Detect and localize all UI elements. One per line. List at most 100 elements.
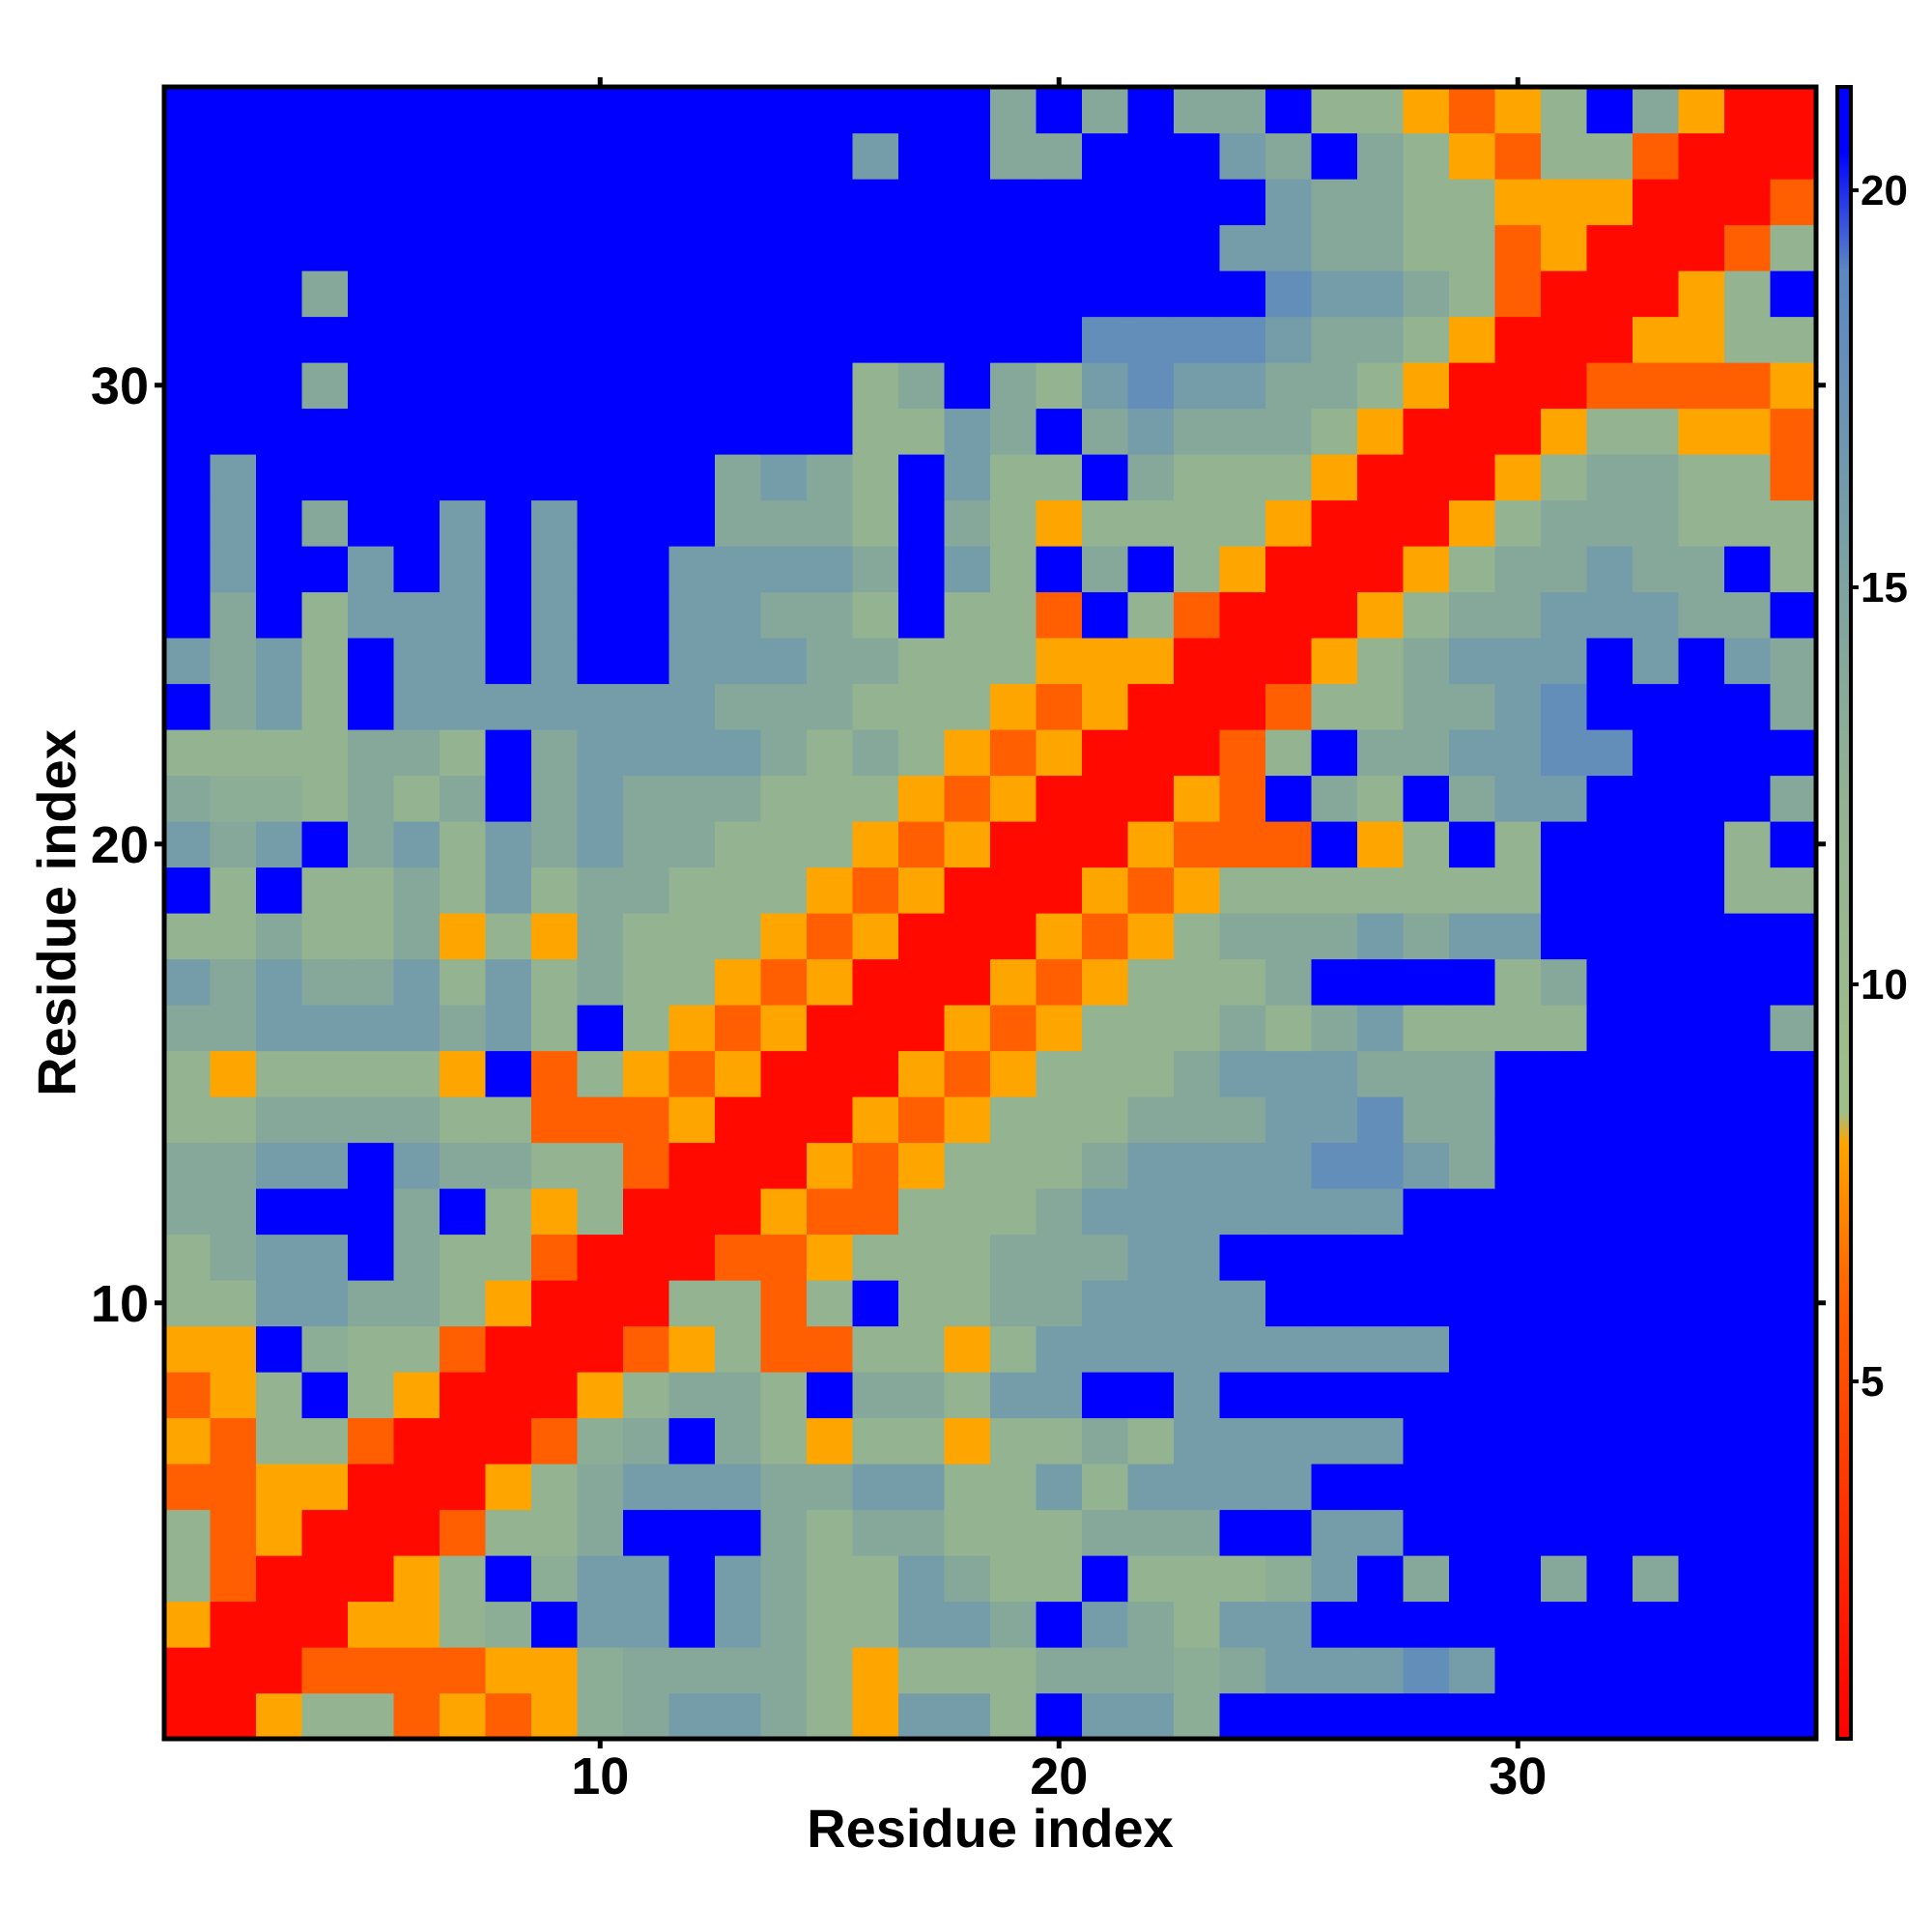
heatmap-cell <box>1036 179 1083 226</box>
heatmap-cell <box>1036 546 1083 593</box>
heatmap-cell <box>531 1601 579 1648</box>
heatmap-cell <box>485 1325 532 1373</box>
heatmap-cell <box>393 362 440 410</box>
heatmap-cell <box>1586 1463 1634 1511</box>
heatmap-cell <box>1265 1555 1313 1603</box>
heatmap-cell <box>1633 591 1680 639</box>
heatmap-cell <box>623 1234 670 1281</box>
heatmap-cell <box>990 270 1037 318</box>
heatmap-cell <box>1586 958 1634 1006</box>
heatmap-cell <box>393 454 440 501</box>
heatmap-cell <box>1770 683 1817 730</box>
heatmap-cell <box>531 591 579 639</box>
heatmap-cell <box>1678 316 1725 363</box>
heatmap-cell <box>1678 683 1725 730</box>
heatmap-cell <box>1311 1692 1358 1740</box>
heatmap-cell <box>1678 454 1725 501</box>
heatmap-cell <box>1770 591 1817 639</box>
heatmap-cell <box>1678 913 1725 960</box>
heatmap-cell <box>440 1325 487 1373</box>
heatmap-cell <box>668 1601 716 1648</box>
heatmap-cell <box>301 683 349 730</box>
heatmap-cell <box>1724 1647 1772 1694</box>
heatmap-cell <box>715 1463 762 1511</box>
heatmap-cell <box>256 1188 303 1236</box>
heatmap-cell <box>1082 408 1129 455</box>
heatmap-cell <box>485 821 532 868</box>
heatmap-cell <box>256 408 303 455</box>
heatmap-cell <box>990 132 1037 180</box>
heatmap-cell <box>990 1647 1037 1694</box>
heatmap-cell <box>1724 775 1772 822</box>
heatmap-cell <box>301 270 349 318</box>
heatmap-cell <box>485 591 532 639</box>
heatmap-cell <box>1541 87 1588 134</box>
heatmap-cell <box>852 454 899 501</box>
heatmap-cell <box>760 1142 808 1189</box>
heatmap-cell <box>807 1188 854 1236</box>
heatmap-cell <box>1541 179 1588 226</box>
heatmap-cell <box>577 316 624 363</box>
heatmap-cell <box>348 1096 395 1144</box>
heatmap-cell <box>715 1325 762 1373</box>
heatmap-cell <box>852 1234 899 1281</box>
heatmap-cell <box>393 591 440 639</box>
heatmap-cell <box>1311 683 1358 730</box>
heatmap-cell <box>210 87 257 134</box>
heatmap-cell <box>1494 499 1542 547</box>
heatmap-cell <box>990 499 1037 547</box>
heatmap-cell <box>1357 1005 1405 1052</box>
heatmap-cell <box>1770 867 1817 914</box>
heatmap-cell <box>760 1463 808 1511</box>
heatmap-cell <box>531 1096 579 1144</box>
heatmap-cell <box>164 270 212 318</box>
heatmap-cell <box>1265 1005 1313 1052</box>
heatmap-cell <box>760 1280 808 1327</box>
heatmap-cell <box>1449 1096 1496 1144</box>
heatmap-cell <box>485 362 532 410</box>
heatmap-cell <box>944 408 991 455</box>
heatmap-cell <box>1724 1005 1772 1052</box>
heatmap-cell <box>1174 316 1221 363</box>
heatmap-cell <box>1357 1601 1405 1648</box>
heatmap-cell <box>1541 362 1588 410</box>
heatmap-cell <box>1357 1325 1405 1373</box>
heatmap-cell <box>852 775 899 822</box>
heatmap-cell <box>1770 87 1817 134</box>
heatmap-cell <box>1127 1325 1175 1373</box>
heatmap-cell <box>1541 224 1588 271</box>
heatmap-cell <box>1633 1188 1680 1236</box>
heatmap-cell <box>256 683 303 730</box>
heatmap-cell <box>256 316 303 363</box>
heatmap-cell <box>1265 1509 1313 1556</box>
heatmap-cell <box>1586 1188 1634 1236</box>
heatmap-cell <box>1082 1509 1129 1556</box>
heatmap-cell <box>1082 683 1129 730</box>
heatmap-cell <box>1770 913 1817 960</box>
heatmap-cell <box>944 591 991 639</box>
heatmap-cell <box>210 1096 257 1144</box>
heatmap-cell <box>1219 638 1266 685</box>
heatmap-cell <box>760 1509 808 1556</box>
heatmap-cell <box>715 499 762 547</box>
heatmap-cell <box>1403 958 1450 1006</box>
heatmap-cell <box>485 1372 532 1419</box>
heatmap-cell <box>1174 1234 1221 1281</box>
heatmap-cell <box>1219 1325 1266 1373</box>
heatmap-cell <box>1770 775 1817 822</box>
heatmap-cell <box>440 224 487 271</box>
heatmap-cell <box>1036 913 1083 960</box>
heatmap-cell <box>1403 1601 1450 1648</box>
x-tick-label: 30 <box>1489 1747 1547 1805</box>
heatmap-cell <box>1449 1647 1496 1694</box>
y-tick-label: 20 <box>91 816 149 874</box>
heatmap-cell <box>990 316 1037 363</box>
heatmap-cell <box>164 454 212 501</box>
heatmap-cell <box>898 408 946 455</box>
heatmap-cell <box>531 1692 579 1740</box>
heatmap-cell <box>944 499 991 547</box>
heatmap-cell <box>210 546 257 593</box>
heatmap-cell <box>1219 1005 1266 1052</box>
heatmap-cell <box>760 1005 808 1052</box>
heatmap-cell <box>1541 1417 1588 1464</box>
